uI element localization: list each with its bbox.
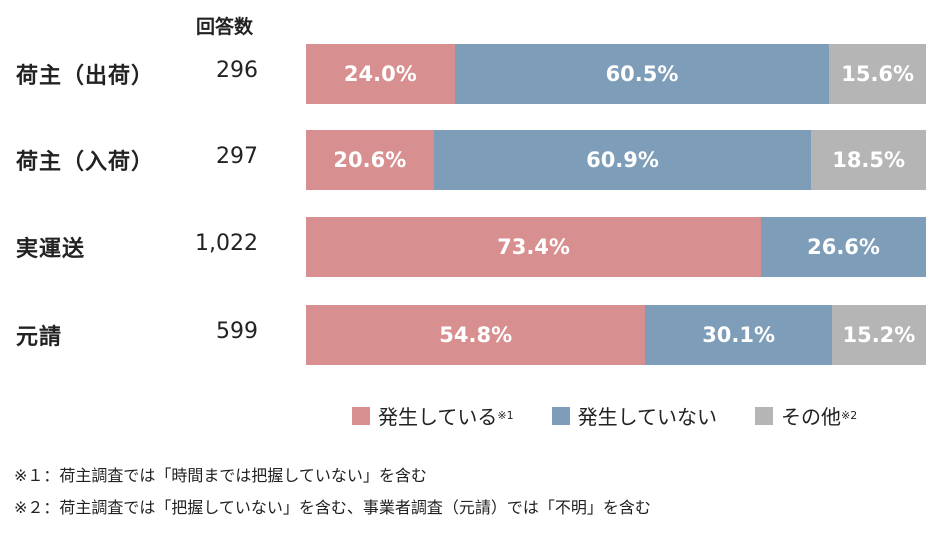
data-label: 30.1%: [702, 323, 776, 347]
bar-segment-1: 60.5%: [454, 44, 830, 104]
category-label: 荷主（入荷）: [16, 150, 155, 175]
legend-note: ※2: [841, 409, 858, 422]
bar-segment-1: 60.9%: [433, 130, 812, 190]
legend-swatch: [755, 406, 774, 425]
legend-item: 発生していない: [551, 401, 718, 430]
bar-row: 元請 599 54.8% 30.1% 15.2%: [0, 305, 950, 365]
stacked-bar: 20.6% 60.9% 18.5%: [306, 130, 926, 190]
data-label: 18.5%: [832, 148, 906, 172]
footnote-2: ※２：荷主調査では「把握していない」を含む、事業者調査（元請）では「不明」を含む: [14, 498, 651, 517]
data-label: 15.6%: [841, 62, 915, 86]
category-label: 実運送: [16, 237, 86, 262]
footnote-1: ※１：荷主調査では「時間までは把握していない」を含む: [14, 466, 427, 485]
count-header: 回答数: [196, 16, 254, 38]
bar-segment-0: 20.6%: [306, 130, 434, 190]
bar-segment-2: 18.5%: [811, 130, 926, 190]
category-label: 荷主（出荷）: [16, 64, 155, 89]
bar-segment-1: 30.1%: [645, 305, 832, 365]
data-label: 20.6%: [333, 148, 407, 172]
data-label: 26.6%: [807, 235, 880, 259]
bar-row: 荷主（入荷） 297 20.6% 60.9% 18.5%: [0, 130, 950, 190]
stacked-bar: 54.8% 30.1% 15.2%: [306, 305, 926, 365]
data-label: 15.2%: [842, 323, 916, 347]
legend-item: その他 ※2: [755, 401, 857, 430]
bar-row: 実運送 1,022 73.4% 26.6%: [0, 217, 950, 277]
data-label: 60.5%: [605, 62, 679, 86]
data-label: 73.4%: [497, 235, 570, 259]
bar-segment-2: 15.2%: [831, 305, 926, 365]
bar-row: 荷主（出荷） 296 24.0% 60.5% 15.6%: [0, 44, 950, 104]
stacked-bar: 73.4% 26.6%: [306, 217, 926, 277]
legend-label: 発生していない: [577, 405, 718, 429]
legend: 発生している ※1 発生していない その他 ※2: [352, 401, 895, 430]
legend-label: その他: [781, 405, 842, 429]
bar-segment-0: 73.4%: [306, 217, 762, 277]
bar-segment-0: 54.8%: [306, 305, 646, 365]
bar-segment-2: 15.6%: [829, 44, 926, 104]
bar-segment-1: 26.6%: [761, 217, 926, 277]
legend-note: ※1: [497, 409, 514, 422]
stacked-bar: 24.0% 60.5% 15.6%: [306, 44, 926, 104]
response-count: 1,022: [195, 231, 258, 256]
data-label: 24.0%: [343, 62, 417, 86]
category-label: 元請: [16, 325, 63, 350]
data-label: 60.9%: [586, 148, 659, 172]
bar-segment-0: 24.0%: [306, 44, 455, 104]
response-count: 297: [216, 144, 258, 169]
legend-item: 発生している ※1: [352, 401, 514, 430]
legend-swatch: [352, 406, 370, 425]
response-count: 296: [216, 58, 258, 83]
response-count: 599: [216, 319, 258, 344]
legend-label: 発生している: [378, 405, 498, 429]
legend-swatch: [551, 406, 570, 425]
data-label: 54.8%: [439, 323, 513, 347]
